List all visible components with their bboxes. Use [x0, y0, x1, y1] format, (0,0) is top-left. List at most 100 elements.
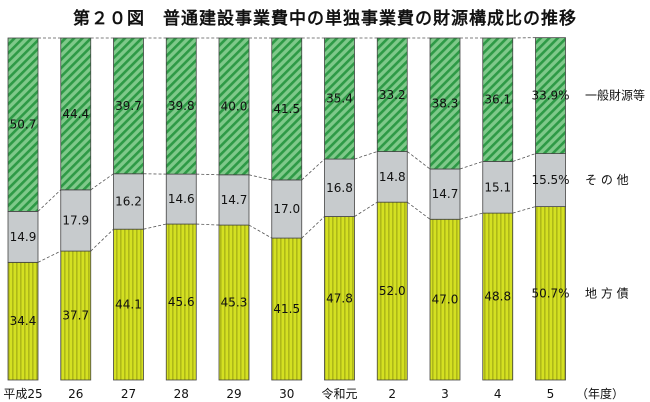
value-label-0-4: 45.3	[221, 296, 248, 310]
connector-0-4	[248, 224, 272, 239]
bar-segment-2-3	[165, 37, 197, 175]
bar-segment-1-6	[324, 158, 355, 217]
connector-1-1	[90, 173, 114, 191]
legend: 地 方 債 そ の 他 一般財源等	[585, 88, 645, 301]
value-label-1-9: 15.1	[484, 180, 511, 194]
value-label-2-10: 33.9%	[531, 89, 569, 103]
value-label-2-0: 50.7	[10, 118, 37, 132]
value-label-2-9: 36.1	[484, 93, 511, 107]
bar-segment-0-2	[113, 228, 144, 381]
value-label-2-1: 44.4	[62, 107, 89, 121]
bar-segment-1-0	[7, 210, 39, 263]
x-tick-labels: 平成25 26 27 28 29 30 令和元 2 3 4 5 （年度）	[3, 386, 624, 401]
x-tick-1: 26	[68, 387, 83, 401]
bar-segment-1-8	[429, 168, 461, 220]
bar-segment-1-10	[535, 153, 566, 208]
bar-segment-1-7	[376, 151, 408, 203]
chart-title: 第２０図 普通建設事業費中の単独事業費の財源構成比の推移	[73, 9, 577, 29]
connector-1-5	[301, 158, 325, 181]
connector-lines	[37, 37, 536, 263]
x-tick-10: 5	[547, 387, 555, 401]
value-label-1-3: 14.6	[168, 192, 195, 206]
value-label-0-0: 34.4	[10, 314, 37, 328]
x-tick-3: 28	[174, 387, 189, 401]
connector-1-3	[196, 173, 220, 176]
value-label-2-2: 39.7	[115, 99, 142, 113]
x-tick-5: 30	[279, 387, 294, 401]
bar-segment-2-10	[535, 37, 566, 154]
connector-0-8	[459, 212, 483, 220]
bar-segment-1-3	[165, 173, 197, 225]
connector-0-0	[37, 250, 61, 263]
bar-segment-0-5	[271, 237, 303, 381]
connector-0-6	[354, 201, 378, 217]
connector-0-9	[512, 206, 536, 214]
bar-segment-1-1	[60, 189, 92, 252]
value-label-2-6: 35.4	[326, 92, 353, 106]
bar-segment-2-1	[60, 37, 92, 191]
value-label-1-0: 14.9	[10, 230, 37, 244]
x-tick-2: 27	[121, 387, 136, 401]
value-label-0-5: 41.5	[273, 302, 300, 316]
value-label-1-2: 16.2	[115, 194, 142, 208]
bar-segment-1-5	[271, 179, 303, 239]
connector-1-6	[354, 151, 378, 160]
bar-segment-0-0	[7, 261, 39, 381]
value-label-0-6: 47.8	[326, 291, 353, 305]
value-label-0-8: 47.0	[432, 293, 459, 307]
x-tick-7: 2	[388, 387, 396, 401]
bar-segment-1-2	[113, 173, 144, 230]
connector-0-7	[407, 201, 431, 220]
bar-segment-1-4	[218, 174, 250, 226]
value-label-1-10: 15.5%	[531, 173, 569, 187]
value-label-2-7: 33.2	[379, 88, 406, 102]
connector-1-9	[512, 153, 536, 162]
value-label-1-7: 14.8	[379, 170, 406, 184]
value-label-0-10: 50.7%	[531, 286, 569, 300]
legend-item-0: 地 方 債	[585, 285, 629, 300]
connector-0-3	[196, 223, 220, 226]
x-tick-9: 4	[494, 387, 502, 401]
bar-segment-2-7	[376, 37, 408, 152]
value-label-2-8: 38.3	[432, 96, 459, 110]
x-tick-8: 3	[441, 387, 449, 401]
connector-1-4	[248, 174, 272, 181]
value-label-2-5: 41.5	[273, 102, 300, 116]
bar-segment-0-3	[165, 223, 197, 381]
bar-segment-2-0	[7, 37, 39, 212]
x-unit-label: （年度）	[576, 386, 624, 401]
value-label-0-9: 48.8	[484, 290, 511, 304]
legend-item-2: 一般財源等	[585, 88, 645, 103]
connector-0-2	[143, 223, 167, 230]
bar-segment-2-8	[429, 37, 461, 170]
x-tick-0: 平成25	[3, 387, 42, 401]
value-label-1-1: 17.9	[62, 213, 89, 227]
value-label-0-2: 44.1	[115, 298, 142, 312]
legend-item-1: そ の 他	[585, 173, 629, 187]
value-label-1-5: 17.0	[273, 202, 300, 216]
value-label-2-4: 40.0	[221, 99, 248, 113]
bar-segment-0-4	[218, 224, 250, 381]
value-label-0-3: 45.6	[168, 295, 195, 309]
bar-segment-2-4	[218, 37, 250, 176]
bar-segment-2-9	[482, 37, 514, 162]
bars	[7, 37, 566, 381]
bar-segment-0-1	[60, 250, 92, 381]
connector-1-0	[37, 189, 62, 212]
bar-segment-2-2	[113, 37, 144, 175]
bar-segment-0-8	[429, 218, 461, 381]
connector-0-5	[301, 216, 325, 239]
value-label-0-7: 52.0	[379, 284, 406, 298]
bar-segment-1-9	[482, 161, 514, 214]
connector-1-7	[407, 151, 431, 170]
bar-segment-2-6	[324, 37, 355, 160]
value-label-1-4: 14.7	[221, 193, 248, 207]
x-tick-4: 29	[226, 387, 241, 401]
value-label-2-3: 39.8	[168, 99, 195, 113]
value-label-0-1: 37.7	[62, 309, 89, 323]
bar-segment-0-6	[324, 216, 355, 381]
connector-0-1	[90, 228, 114, 252]
connector-1-8	[459, 161, 483, 170]
